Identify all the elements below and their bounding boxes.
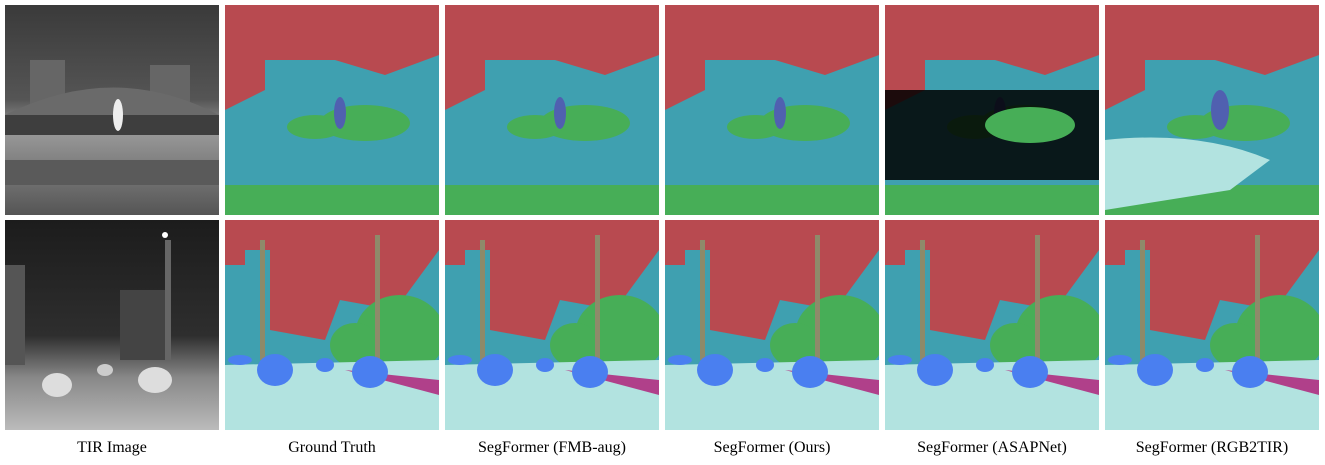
caption: Ground Truth — [288, 439, 376, 456]
segmentation-map — [445, 220, 665, 430]
segmentation-map — [225, 5, 439, 215]
tir-image — [5, 5, 219, 215]
caption: SegFormer (RGB2TIR) — [1136, 439, 1288, 456]
segmentation-map — [665, 220, 885, 430]
tir-image — [5, 220, 219, 430]
segmentation-map — [1105, 220, 1325, 430]
segmentation-map — [665, 5, 879, 215]
segmentation-map — [445, 5, 659, 215]
segmentation-map — [225, 220, 445, 430]
segmentation-region — [1211, 90, 1229, 130]
segmentation-map — [885, 220, 1105, 430]
image-grid — [5, 5, 1325, 430]
figure: TIR Image Ground Truth SegFormer (FMB-au… — [0, 0, 1325, 465]
caption: SegFormer (Ours) — [714, 439, 831, 456]
segmentation-region — [985, 107, 1075, 143]
captions: TIR Image Ground Truth SegFormer (FMB-au… — [77, 439, 1288, 456]
caption: TIR Image — [77, 439, 147, 456]
page: TIR Image Ground Truth SegFormer (FMB-au… — [0, 0, 1325, 465]
caption: SegFormer (ASAPNet) — [917, 439, 1067, 456]
caption: SegFormer (FMB-aug) — [478, 439, 626, 456]
